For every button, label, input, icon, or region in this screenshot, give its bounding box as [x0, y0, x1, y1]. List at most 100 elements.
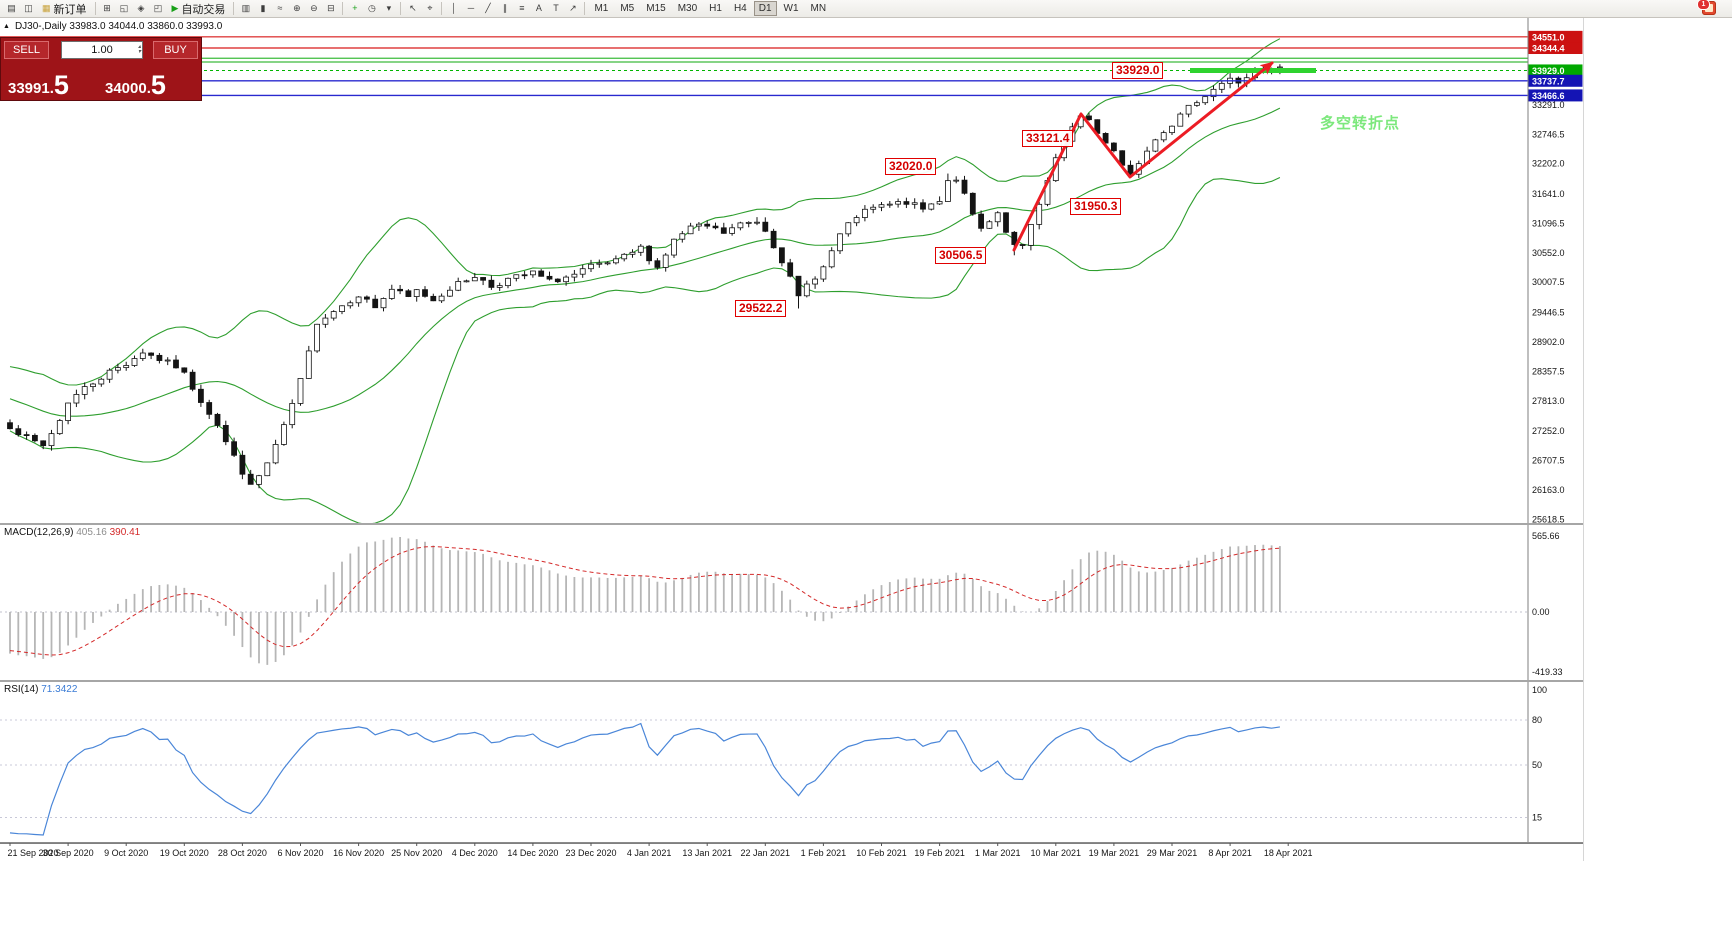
toolbar-separator [441, 2, 443, 15]
sell-price[interactable]: 33991. 5 [8, 72, 69, 99]
price-annotation[interactable]: 33929.0 [1112, 62, 1164, 79]
volume-spinner[interactable]: ▴ ▾ [138, 42, 141, 58]
label-icon[interactable]: T [547, 1, 564, 16]
cycles-icon-glyph: ◷ [368, 3, 376, 13]
macd-signal-value: 390.41 [109, 527, 141, 538]
rsi-canvas[interactable]: 100 80 50 15 [0, 682, 1583, 842]
macd-canvas[interactable]: 565.66 0.00 -419.33 [0, 525, 1583, 680]
volume-field[interactable]: 1.00 ▴ ▾ [61, 41, 143, 59]
fibonacci-icon[interactable]: ≡ [513, 1, 530, 16]
price-annotation[interactable]: 33121.4 [1022, 130, 1074, 147]
arrows-icon[interactable]: ↗ [564, 1, 581, 16]
chart-title: ▲ DJ30-,Daily 33983.0 34044.0 33860.0 33… [3, 21, 222, 32]
svg-text:-419.33: -419.33 [1532, 667, 1563, 677]
text-icon[interactable]: A [530, 1, 547, 16]
crosshair-icon-glyph: ⌖ [427, 3, 433, 13]
timeframe-h4-button[interactable]: H4 [733, 3, 747, 14]
sell-button[interactable]: SELL [4, 41, 49, 59]
timeframe-w1-button[interactable]: W1 [783, 3, 799, 14]
one-click-trading-panel: SELL 1.00 ▴ ▾ BUY 33991. 5 34000 [0, 37, 202, 101]
autotrading-button[interactable]: ▶ 自动交易 [167, 1, 231, 16]
svg-text:28357.5: 28357.5 [1532, 366, 1565, 376]
equidistant-channel-icon[interactable]: ∥ [496, 1, 513, 16]
time-axis[interactable]: 21 Sep 2020 30 Sep 2020 9 Oct 2020 19 Oct 2… [0, 843, 1583, 861]
vertical-line-icon-glyph: │ [451, 3, 457, 13]
svg-text:18 Apr 2021: 18 Apr 2021 [1264, 848, 1313, 858]
spinner-up-icon[interactable]: ▴ [137, 44, 141, 50]
svg-text:30007.5: 30007.5 [1532, 277, 1565, 287]
buy-button[interactable]: BUY [153, 41, 198, 59]
main-chart-panel[interactable]: 33291.0 32746.5 32202.0 31641.0 31096.5 30552… [0, 18, 1583, 525]
text-icon-glyph: A [535, 3, 542, 13]
timeframe-m15-button[interactable]: M15 [646, 3, 666, 14]
indicators-icon[interactable]: + [346, 1, 363, 16]
new-order-button[interactable]: ▦ 新订单 [37, 1, 92, 16]
data-window-icon-glyph: ◱ [119, 3, 129, 13]
bars-chart-icon[interactable]: ▥ [237, 1, 254, 16]
toolbar-items: ▤ ◫ ▦ 新订单 ⊞ ◱ ◈ ◰ ▶ 自动交易 ▥ ▮ ≈ ⊕ ⊖ ⊟ + ◷ ▾ ↖ ⌖ │ ─ ╱ ∥ ≡ A T ↗ M1 M5 M1… [3, 0, 832, 17]
main-chart-canvas[interactable]: 33291.0 32746.5 32202.0 31641.0 31096.5 30552… [0, 18, 1583, 523]
fibonacci-icon-glyph: ≡ [519, 3, 525, 13]
price-axis: 33291.0 32746.5 32202.0 31641.0 31096.5 30552… [1528, 30, 1583, 523]
equidistant-channel-icon-glyph: ∥ [502, 3, 508, 13]
macd-panel[interactable]: 565.66 0.00 -419.33 MACD(12,26,9) 405.16 3… [0, 525, 1583, 682]
candles-chart-icon[interactable]: ▮ [254, 1, 271, 16]
arrows-icon-glyph: ↗ [569, 3, 577, 13]
timeframe-m1-button[interactable]: M1 [594, 3, 609, 14]
data-window-icon[interactable]: ◱ [116, 1, 133, 16]
trendline-icon[interactable]: ╱ [479, 1, 496, 16]
zoom-in-icon[interactable]: ⊕ [288, 1, 305, 16]
svg-text:32202.0: 32202.0 [1532, 159, 1565, 169]
toolbar-separator [94, 2, 96, 15]
rsi-panel[interactable]: 100 80 50 15 RSI(14) 71.3422 [0, 682, 1583, 843]
price-annotation[interactable]: 32020.0 [885, 158, 937, 175]
svg-text:33737.7: 33737.7 [1532, 76, 1565, 86]
trend-zigzag-line[interactable] [1012, 61, 1274, 252]
zoom-out-icon[interactable]: ⊖ [305, 1, 322, 16]
buy-price[interactable]: 34000. 5 [105, 72, 166, 99]
price-annotation[interactable]: 30506.5 [935, 247, 987, 264]
spinner-down-icon[interactable]: ▾ [137, 49, 141, 55]
svg-text:31096.5: 31096.5 [1532, 218, 1565, 228]
svg-text:100: 100 [1532, 685, 1547, 695]
tile-windows-icon[interactable]: ⊟ [322, 1, 339, 16]
cursor-icon[interactable]: ↖ [404, 1, 421, 16]
price-annotation[interactable]: 29522.2 [735, 300, 787, 317]
svg-text:32746.5: 32746.5 [1532, 129, 1565, 139]
svg-text:28902.0: 28902.0 [1532, 337, 1565, 347]
timeframe-d1-button[interactable]: D1 [753, 1, 777, 16]
timeframe-m5-button[interactable]: M5 [620, 3, 635, 14]
horizontal-line-icon[interactable]: ─ [462, 1, 479, 16]
svg-text:0.00: 0.00 [1532, 607, 1550, 617]
objects-dropdown-icon[interactable]: ▾ [380, 1, 397, 16]
timeframe-h1-button[interactable]: H1 [709, 3, 722, 14]
price-annotation[interactable]: 31950.3 [1070, 198, 1122, 215]
terminal-icon[interactable]: ◰ [150, 1, 167, 16]
cycles-icon[interactable]: ◷ [363, 1, 380, 16]
navigator-icon[interactable]: ◈ [133, 1, 150, 16]
chart-note-text[interactable]: 多空转折点 [1320, 115, 1401, 132]
price-tag [1528, 42, 1583, 55]
crosshair-icon[interactable]: ⌖ [421, 1, 438, 16]
rsi-value: 71.3422 [41, 684, 78, 695]
svg-text:33466.6: 33466.6 [1532, 91, 1565, 101]
notification-area[interactable]: 1 [1697, 0, 1729, 15]
vertical-line-icon[interactable]: │ [445, 1, 462, 16]
svg-text:14 Dec 2020: 14 Dec 2020 [507, 848, 558, 858]
new-chart-icon[interactable]: ▤ [3, 1, 20, 16]
svg-text:1 Feb 2021: 1 Feb 2021 [801, 848, 847, 858]
svg-text:13 Jan 2021: 13 Jan 2021 [682, 848, 732, 858]
trade-panel-expander-icon[interactable]: ▲ [3, 23, 10, 30]
line-chart-icon-glyph: ≈ [277, 3, 283, 13]
sell-price-main: 33991. [8, 80, 54, 97]
terminal-icon-glyph: ◰ [153, 3, 163, 13]
toolbar-separator [400, 2, 402, 15]
market-watch-icon[interactable]: ⊞ [99, 1, 116, 16]
profiles-icon[interactable]: ◫ [20, 1, 37, 16]
timeframe-mn-button[interactable]: MN [810, 3, 827, 14]
line-chart-icon[interactable]: ≈ [271, 1, 288, 16]
timeframe-m30-button[interactable]: M30 [677, 3, 698, 14]
svg-text:565.66: 565.66 [1532, 531, 1560, 541]
svg-text:25 Nov 2020: 25 Nov 2020 [391, 848, 442, 858]
